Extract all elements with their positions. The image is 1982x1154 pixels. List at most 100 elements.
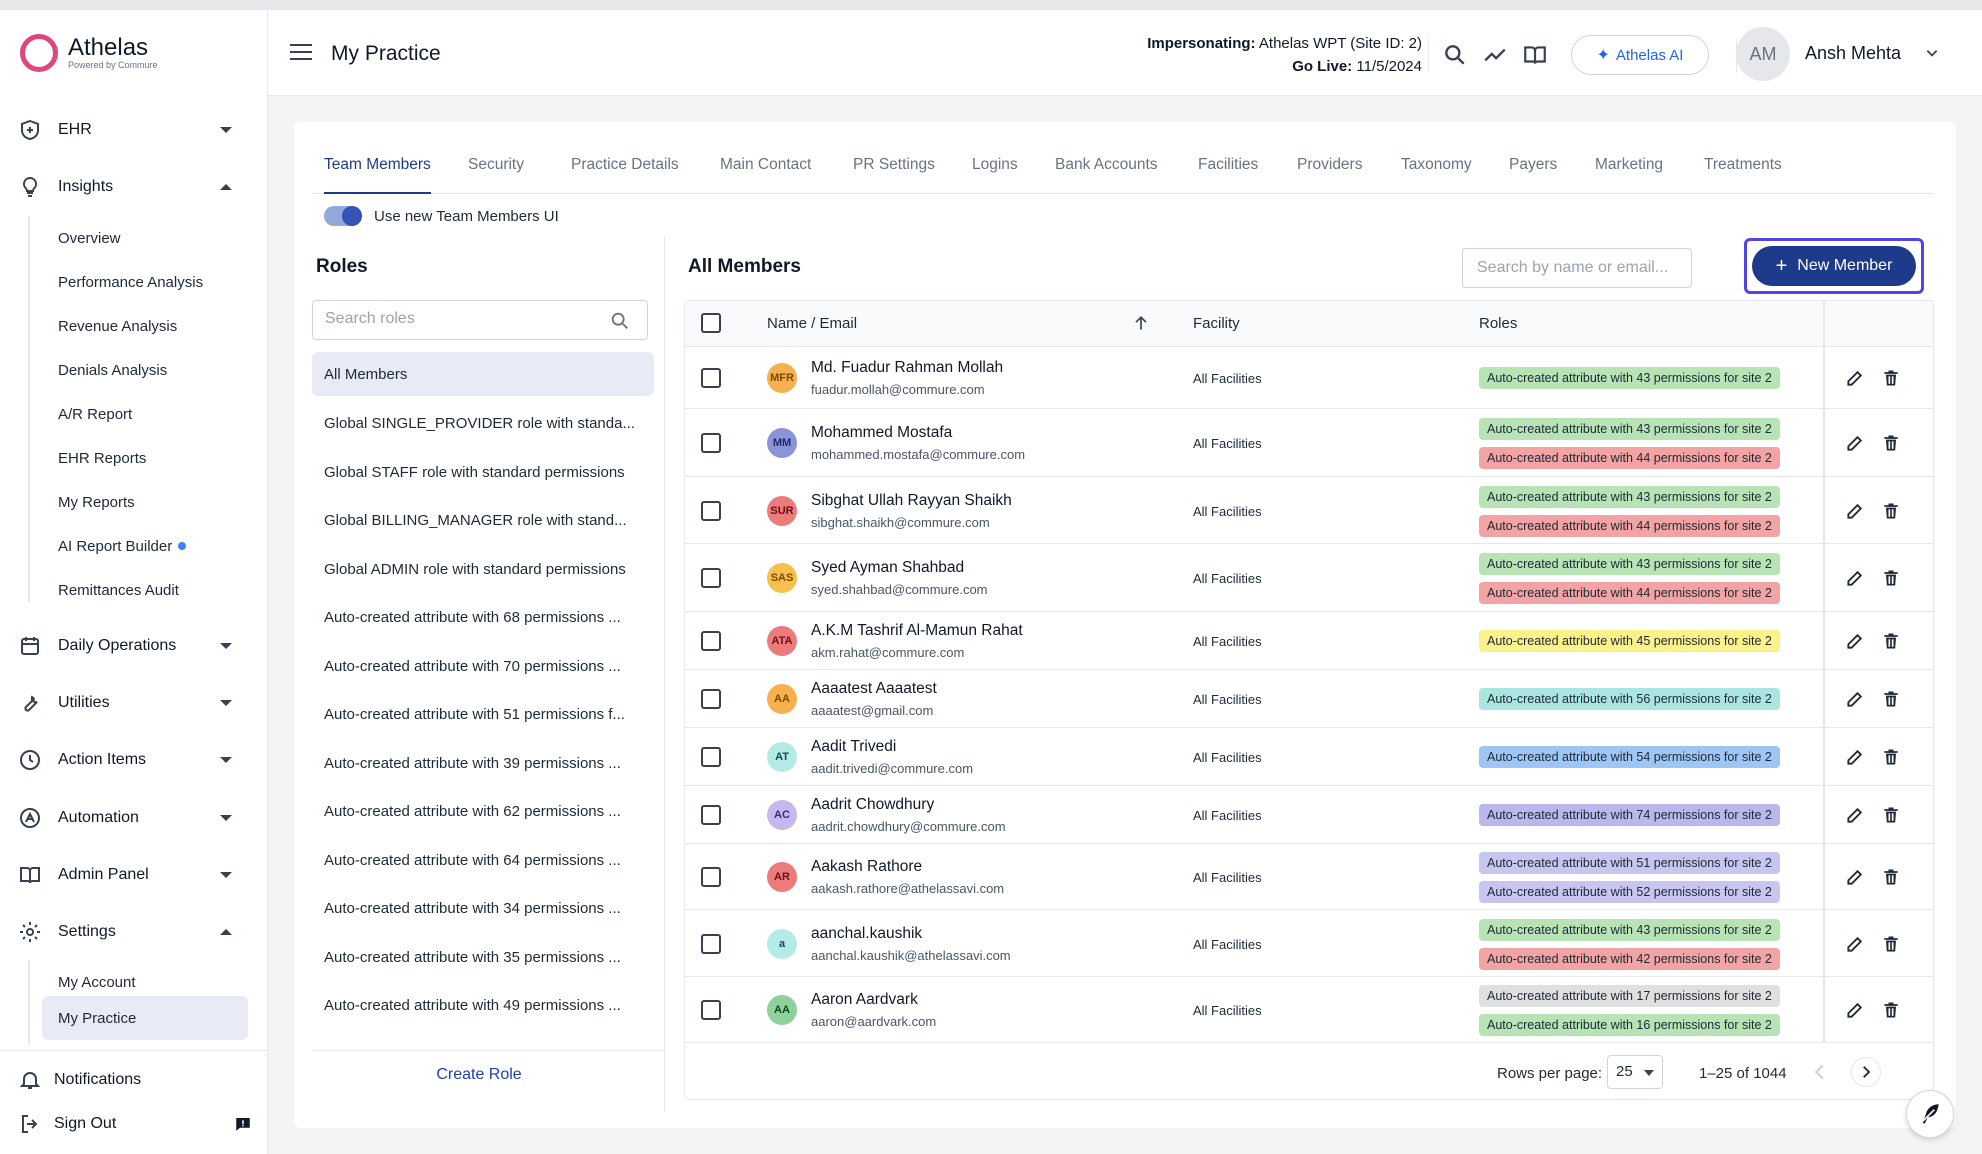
- trash-icon[interactable]: [1881, 867, 1901, 887]
- row-checkbox[interactable]: [701, 433, 721, 453]
- search-icon[interactable]: [609, 310, 631, 332]
- role-item[interactable]: Auto-created attribute with 35 permissio…: [324, 948, 621, 966]
- chat-icon[interactable]: [234, 1115, 252, 1133]
- sidebar-item-ai-report-builder[interactable]: AI Report Builder: [42, 526, 248, 566]
- column-header-roles[interactable]: Roles: [1479, 315, 1518, 332]
- row-checkbox[interactable]: [701, 1000, 721, 1020]
- edit-icon[interactable]: [1845, 433, 1865, 453]
- app-logo[interactable]: Athelas Powered by Commure: [20, 34, 158, 72]
- edit-icon[interactable]: [1845, 631, 1865, 651]
- tab-payers[interactable]: Payers: [1509, 156, 1558, 173]
- trash-icon[interactable]: [1881, 501, 1901, 521]
- sidebar-item-revenue-analysis[interactable]: Revenue Analysis: [58, 317, 178, 335]
- edit-icon[interactable]: [1845, 747, 1865, 767]
- roles-search-input[interactable]: [325, 310, 595, 328]
- sidebar-item-remittances-audit[interactable]: Remittances Audit: [58, 581, 179, 599]
- tab-main-contact[interactable]: Main Contact: [720, 156, 812, 173]
- tab-team-members[interactable]: Team Members: [324, 156, 431, 194]
- edit-icon[interactable]: [1845, 805, 1865, 825]
- sidebar-item-my-reports[interactable]: My Reports: [58, 493, 135, 511]
- table-row[interactable]: AA Aaaatest Aaaatest aaaatest@gmail.com All…: [685, 670, 1933, 728]
- tab-treatments[interactable]: Treatments: [1704, 156, 1782, 173]
- member-name[interactable]: A.K.M Tashrif Al-Mamun Rahat: [811, 622, 1023, 639]
- row-checkbox[interactable]: [701, 747, 721, 767]
- column-header-facility[interactable]: Facility: [1193, 315, 1240, 332]
- row-checkbox[interactable]: [701, 568, 721, 588]
- role-item[interactable]: Auto-created attribute with 39 permissio…: [324, 754, 621, 772]
- table-row[interactable]: AA Aaron Aardvark aaron@aardvark.com All Fa…: [685, 977, 1933, 1043]
- table-row[interactable]: ATA A.K.M Tashrif Al-Mamun Rahat akm.rahat…: [685, 612, 1933, 670]
- table-row[interactable]: SUR Sibghat Ullah Rayyan Shaikh sibghat.sh…: [685, 477, 1933, 544]
- row-checkbox[interactable]: [701, 933, 721, 954]
- trash-icon[interactable]: [1881, 805, 1901, 825]
- trash-icon[interactable]: [1881, 1000, 1901, 1020]
- athelas-ai-button[interactable]: ✦ Athelas AI: [1571, 35, 1709, 75]
- new-ui-toggle[interactable]: [324, 206, 362, 226]
- edit-icon[interactable]: [1845, 689, 1865, 709]
- table-row[interactable]: MFR Md. Fuadur Rahman Mollah fuadur.mollah…: [685, 347, 1933, 409]
- role-item[interactable]: Auto-created attribute with 49 permissio…: [324, 996, 621, 1014]
- role-item[interactable]: Global SINGLE_PROVIDER role with standa.…: [324, 414, 635, 432]
- member-name[interactable]: Sibghat Ullah Rayyan Shaikh: [811, 491, 1012, 509]
- tab-practice-details[interactable]: Practice Details: [571, 156, 679, 173]
- user-name[interactable]: Ansh Mehta: [1805, 43, 1902, 63]
- book-open-icon[interactable]: [1522, 42, 1548, 68]
- sidebar-section-insights[interactable]: Insights: [0, 167, 268, 207]
- trash-icon[interactable]: [1881, 368, 1901, 388]
- table-row[interactable]: AR Aakash Rathore aakash.rathore@athelassa…: [685, 844, 1933, 910]
- trash-icon[interactable]: [1881, 631, 1901, 651]
- edit-icon[interactable]: [1845, 501, 1865, 521]
- row-checkbox[interactable]: [701, 867, 721, 887]
- new-member-button[interactable]: + New Member: [1752, 246, 1916, 286]
- trash-icon[interactable]: [1881, 689, 1901, 709]
- sidebar-section-ehr[interactable]: EHR: [0, 110, 268, 150]
- sidebar-item-ehr-reports[interactable]: EHR Reports: [58, 449, 147, 467]
- help-fab[interactable]: [1906, 1090, 1954, 1138]
- table-row[interactable]: SAS Syed Ayman Shahbad syed.shahbad@commur…: [685, 544, 1933, 612]
- sidebar-notifications[interactable]: Notifications: [0, 1060, 268, 1100]
- member-name[interactable]: Aakash Rathore: [811, 858, 923, 875]
- member-name[interactable]: aanchal.kaushik: [811, 924, 923, 942]
- tab-pr-settings[interactable]: PR Settings: [853, 156, 935, 173]
- member-name[interactable]: Aadit Trivedi: [811, 738, 897, 755]
- sidebar-section-utilities[interactable]: Utilities: [0, 683, 268, 723]
- trash-icon[interactable]: [1881, 568, 1901, 588]
- member-name[interactable]: Aadrit Chowdhury: [811, 796, 935, 813]
- role-item[interactable]: Auto-created attribute with 68 permissio…: [324, 608, 621, 626]
- role-item[interactable]: Auto-created attribute with 51 permissio…: [324, 705, 625, 723]
- role-item[interactable]: Global BILLING_MANAGER role with stand..…: [324, 511, 627, 529]
- row-checkbox[interactable]: [701, 631, 721, 651]
- edit-icon[interactable]: [1845, 568, 1865, 588]
- row-checkbox[interactable]: [701, 500, 721, 521]
- table-row[interactable]: a aanchal.kaushik aanchal.kaushik@athelass…: [685, 910, 1933, 977]
- sidebar-item-overview[interactable]: Overview: [58, 229, 121, 247]
- next-page-button[interactable]: [1851, 1057, 1881, 1087]
- sidebar-section-automation[interactable]: Automation: [0, 798, 268, 838]
- trend-icon[interactable]: [1482, 42, 1508, 68]
- trash-icon[interactable]: [1881, 747, 1901, 767]
- row-checkbox[interactable]: [701, 689, 721, 709]
- sidebar-item-performance-analysis[interactable]: Performance Analysis: [58, 273, 204, 291]
- member-search-input[interactable]: [1477, 259, 1687, 277]
- tab-taxonomy[interactable]: Taxonomy: [1401, 156, 1472, 173]
- trash-icon[interactable]: [1881, 934, 1901, 954]
- sidebar-section-daily-operations[interactable]: Daily Operations: [0, 626, 268, 666]
- role-item[interactable]: Global STAFF role with standard permissi…: [324, 463, 625, 481]
- sidebar-section-settings[interactable]: Settings: [0, 912, 268, 952]
- tab-security[interactable]: Security: [468, 156, 524, 173]
- column-header-name[interactable]: Name / Email: [767, 315, 858, 332]
- search-icon[interactable]: [1442, 42, 1468, 68]
- edit-icon[interactable]: [1845, 934, 1865, 954]
- sidebar-item-my-account[interactable]: My Account: [58, 973, 136, 991]
- member-name[interactable]: Aaron Aardvark: [811, 991, 918, 1008]
- row-checkbox[interactable]: [701, 368, 721, 388]
- sidebar-section-admin-panel[interactable]: Admin Panel: [0, 855, 268, 895]
- sidebar-item-ar-report[interactable]: A/R Report: [58, 405, 133, 423]
- sort-ascending-icon[interactable]: [1131, 313, 1151, 333]
- role-item[interactable]: Auto-created attribute with 34 permissio…: [324, 899, 621, 917]
- edit-icon[interactable]: [1845, 368, 1865, 388]
- chevron-down-icon[interactable]: [1925, 46, 1939, 60]
- select-all-checkbox[interactable]: [701, 313, 721, 333]
- table-row[interactable]: AC Aadrit Chowdhury aadrit.chowdhury@commu…: [685, 786, 1933, 844]
- tab-bank-accounts[interactable]: Bank Accounts: [1055, 156, 1158, 173]
